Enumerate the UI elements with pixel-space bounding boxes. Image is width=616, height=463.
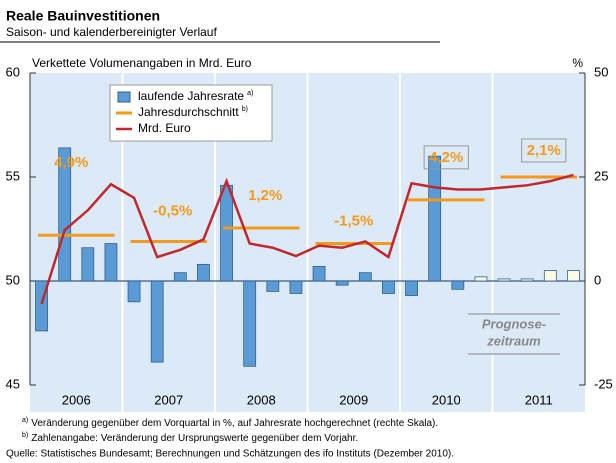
y-tick-label: 55 bbox=[6, 168, 20, 183]
footnote-text: Veränderung gegenüber dem Vorquartal in … bbox=[31, 418, 438, 429]
average-label: -1,5% bbox=[334, 213, 373, 230]
legend-entry: laufende Jahresrate a) bbox=[138, 89, 253, 103]
bar bbox=[197, 263, 210, 282]
bar bbox=[474, 276, 488, 282]
bar bbox=[358, 272, 372, 282]
bar bbox=[220, 184, 233, 282]
bar bbox=[497, 278, 511, 282]
bar bbox=[335, 280, 349, 286]
legend-entry: Jahresdurchschnitt b) bbox=[138, 105, 248, 119]
average-label: 1,2% bbox=[248, 187, 282, 204]
bar bbox=[312, 266, 326, 282]
bar bbox=[289, 280, 303, 294]
legend-name: Mrd. Euro bbox=[138, 121, 191, 135]
bar bbox=[104, 243, 118, 282]
average-label: 4,9% bbox=[54, 154, 88, 171]
bar bbox=[543, 270, 557, 282]
x-tick-label: 2007 bbox=[154, 392, 183, 407]
bar bbox=[520, 278, 534, 282]
bar bbox=[243, 280, 257, 367]
y2-tick-label: 50 bbox=[594, 64, 608, 79]
footnote: b) Zahlenangabe: Veränderung der Ursprung… bbox=[22, 432, 358, 444]
y-axis-label: Verkettete Volumenangaben in Mrd. Euro bbox=[32, 56, 252, 70]
legend-name: laufende Jahresrate bbox=[138, 89, 244, 103]
bar bbox=[173, 272, 187, 282]
legend-swatch bbox=[117, 91, 131, 103]
bar bbox=[150, 280, 164, 363]
bar bbox=[451, 280, 465, 290]
legend-note: b) bbox=[242, 106, 248, 113]
average-label: 4,2% bbox=[429, 149, 463, 166]
legend-entry: Mrd. Euro bbox=[138, 121, 191, 135]
x-tick-label: 2006 bbox=[62, 392, 91, 407]
bar bbox=[81, 247, 95, 282]
legend-box bbox=[109, 84, 273, 142]
bar bbox=[127, 280, 141, 303]
y-tick-label: 50 bbox=[6, 272, 20, 287]
y-tick-label: 45 bbox=[6, 376, 20, 391]
average-label: 2,1% bbox=[527, 142, 561, 159]
footnote-text: Zahlenangabe: Veränderung der Ursprungsw… bbox=[31, 433, 358, 444]
bar bbox=[58, 147, 72, 282]
chart-subtitle: Saison- und kalenderbereinigter Verlauf bbox=[6, 25, 217, 39]
bar bbox=[405, 280, 418, 296]
y2-tick-label: 25 bbox=[594, 168, 608, 183]
forecast-box bbox=[468, 314, 560, 354]
y2-tick-label: -25 bbox=[594, 376, 613, 391]
forecast-label: zeitraum bbox=[486, 333, 541, 348]
footnote-mark: a) bbox=[22, 417, 28, 424]
legend-name: Jahresdurchschnitt bbox=[138, 105, 239, 119]
label-box bbox=[521, 138, 567, 163]
y-tick-label: 60 bbox=[6, 64, 20, 79]
series-line bbox=[40, 173, 574, 305]
source: Quelle: Statistisches Bundesamt; Berechn… bbox=[6, 449, 454, 460]
footnote: a) Veränderung gegenüber dem Vorquartal i… bbox=[22, 417, 438, 429]
average-label: -0,5% bbox=[153, 202, 192, 219]
legend-note: a) bbox=[247, 90, 253, 97]
bar bbox=[382, 280, 395, 294]
y2-tick-label: 0 bbox=[594, 272, 601, 287]
footnote-mark: b) bbox=[22, 432, 28, 439]
y2-axis-label: % bbox=[572, 56, 583, 70]
bar bbox=[266, 280, 280, 292]
label-box bbox=[423, 145, 469, 170]
bar bbox=[428, 155, 442, 282]
x-tick-label: 2010 bbox=[432, 392, 461, 407]
chart-title: Reale Bauinvestitionen bbox=[6, 8, 160, 24]
x-tick-label: 2011 bbox=[525, 392, 553, 407]
forecast-label: Prognose- bbox=[482, 316, 546, 331]
bar bbox=[567, 270, 580, 282]
x-tick-label: 2008 bbox=[247, 392, 276, 407]
x-tick-label: 2009 bbox=[339, 392, 368, 407]
